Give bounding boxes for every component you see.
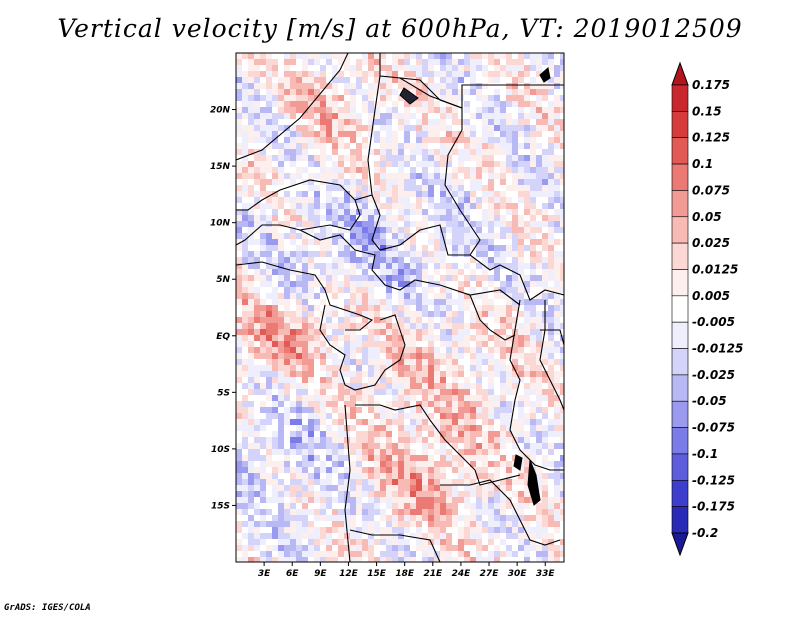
x-tick-label: 33E xyxy=(536,569,556,579)
colorbar-label: 0.05 xyxy=(692,210,722,224)
colorbar-segment xyxy=(671,374,689,402)
colorbar-label: 0.025 xyxy=(692,236,730,250)
colorbar-label: 0.175 xyxy=(692,78,730,92)
colorbar-segment xyxy=(671,453,689,481)
lakes-coast xyxy=(399,67,551,506)
y-tick-label: 15S xyxy=(211,501,230,511)
colorbar-segment xyxy=(671,479,689,507)
colorbar-label: -0.025 xyxy=(692,368,735,382)
x-tick-label: 24E xyxy=(452,569,472,579)
colorbar-segment xyxy=(671,163,689,191)
longitude-axis: 3E 6E 9E 12E 15E 18E 21E 24E 27E 30E 33E xyxy=(258,562,556,579)
colorbar-label: -0.125 xyxy=(692,473,735,487)
x-tick-label: 27E xyxy=(480,569,500,579)
colorbar-label: -0.05 xyxy=(692,394,727,408)
colorbar-label: 0.0125 xyxy=(692,262,738,276)
colorbar-label: 0.005 xyxy=(692,289,730,303)
colorbar-segment xyxy=(671,216,689,244)
colorbar-label: 0.075 xyxy=(692,183,730,197)
colorbar-segment xyxy=(671,190,689,218)
colorbar-bottom-triangle xyxy=(671,532,689,557)
map-title: Vertical velocity [m/s] at 600hPa, VT: 2… xyxy=(57,14,743,43)
y-tick-label: 5N xyxy=(216,275,230,285)
y-tick-label: 20N xyxy=(210,106,231,116)
colorbar-segment xyxy=(671,427,689,455)
colorbar-segment xyxy=(671,111,689,139)
grads-credit: GrADS: IGES/COLA xyxy=(4,603,91,613)
colorbar-segment xyxy=(671,348,689,376)
colorbar-label: 0.125 xyxy=(692,131,730,145)
y-tick-label: EQ xyxy=(216,332,230,342)
colorbar-label: 0.1 xyxy=(692,157,713,171)
x-tick-label: 15E xyxy=(367,569,387,579)
colorbar-segment xyxy=(671,242,689,270)
colorbar-label: -0.2 xyxy=(692,526,718,540)
colorbar-top-triangle xyxy=(671,61,689,86)
colorbar-segment xyxy=(671,137,689,165)
colorbar-label: -0.075 xyxy=(692,421,735,435)
x-tick-label: 12E xyxy=(339,569,359,579)
velocity-field xyxy=(236,53,564,562)
colorbar-label: -0.0125 xyxy=(692,342,743,356)
colorbar-segment xyxy=(671,84,689,112)
map-frame xyxy=(235,52,565,563)
x-tick-label: 9E xyxy=(314,569,327,579)
x-tick-label: 21E xyxy=(423,569,443,579)
colorbar-label: 0.15 xyxy=(692,104,722,118)
colorbar-segment xyxy=(671,269,689,297)
country-boundaries xyxy=(236,53,564,562)
y-tick-label: 10S xyxy=(211,445,230,455)
colorbar-label: -0.175 xyxy=(692,500,735,514)
y-tick-label: 5S xyxy=(217,388,230,398)
x-tick-label: 6E xyxy=(286,569,299,579)
colorbar-segment xyxy=(671,295,689,323)
colorbar: 0.175 0.15 0.125 0.1 0.075 0.05 0.025 0.0125 0.0… xyxy=(671,61,743,557)
y-tick-label: 15N xyxy=(210,162,231,172)
latitude-axis: 20N 15N 10N 5N EQ 5S 10S 15S xyxy=(210,106,236,511)
colorbar-label: -0.1 xyxy=(692,447,718,461)
x-tick-label: 30E xyxy=(508,569,528,579)
colorbar-segment xyxy=(671,506,689,534)
colorbar-segment xyxy=(671,321,689,349)
x-tick-label: 18E xyxy=(395,569,415,579)
y-tick-label: 10N xyxy=(210,219,231,229)
x-tick-label: 3E xyxy=(258,569,271,579)
colorbar-segment xyxy=(671,400,689,428)
colorbar-label: -0.005 xyxy=(692,315,735,329)
